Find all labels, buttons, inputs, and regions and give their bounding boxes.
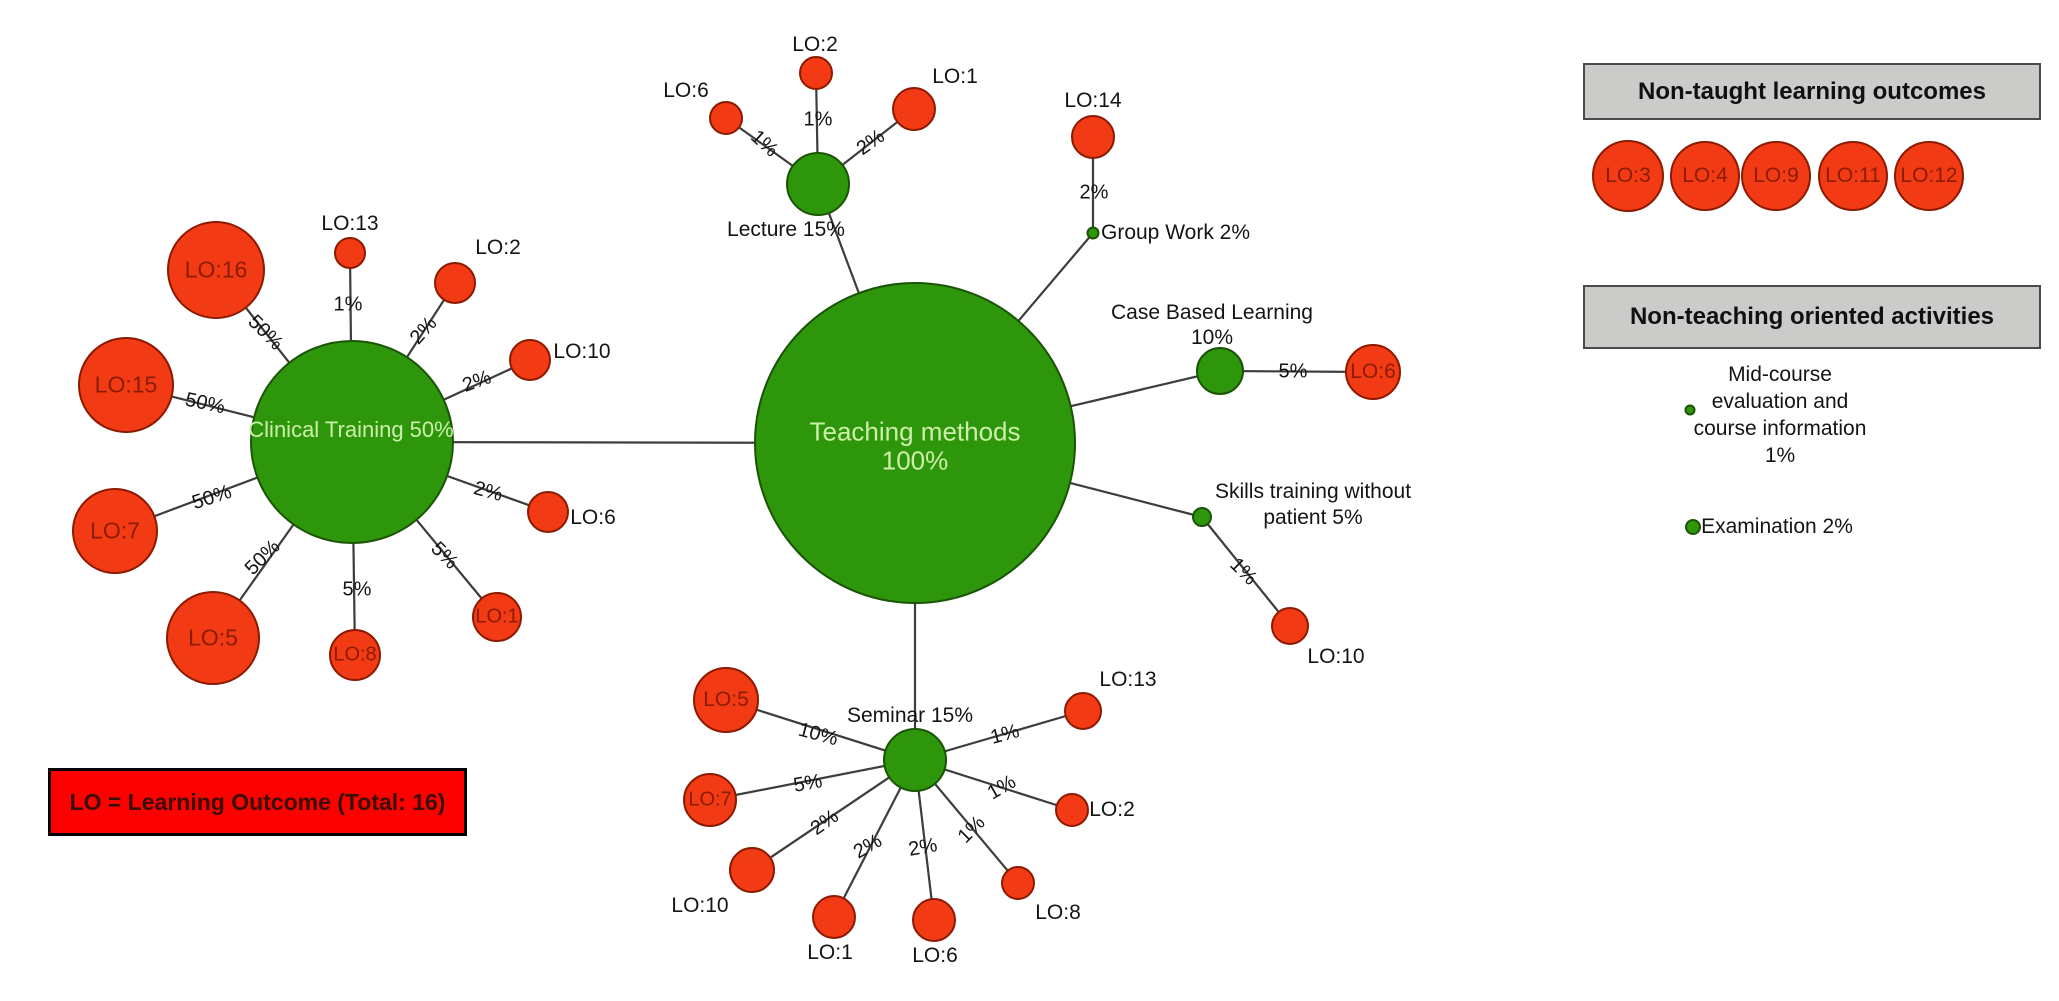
node-seminar-lo13 [1064, 692, 1102, 730]
node-clinical-lo1 [472, 592, 522, 642]
node-lecture-lo6 [709, 101, 743, 135]
node-seminar-lo10 [729, 847, 775, 893]
clinical-lo13-label: LO:13 [321, 211, 379, 235]
clinical-lo15-label: LO:15 [94, 371, 158, 398]
legend-label: LO = Learning Outcome (Total: 16) [69, 788, 446, 815]
seminar-lo7-pct: 5% [791, 770, 825, 797]
clinical-lo8-pct: 5% [342, 578, 372, 601]
non-teaching-header: Non-teaching oriented activities [1583, 285, 2041, 349]
nontaught-lo11-label: LO:11 [1825, 164, 1881, 187]
seminar-lo8-label: LO:8 [1035, 900, 1081, 924]
seminar-lo1-label: LO:1 [807, 940, 853, 964]
node-clinical-lo2 [434, 262, 476, 304]
nontaught-lo12-label: LO:12 [1900, 164, 1958, 187]
node-clinical-lo8 [329, 629, 381, 681]
non-teaching-header-label: Non-teaching oriented activities [1629, 303, 1995, 330]
node-clinical-lo6 [527, 491, 569, 533]
node-clinical-lo7 [72, 488, 158, 574]
midcourse-label-line2: evaluation and [1711, 389, 1849, 413]
clinical-lo10-label: LO:10 [553, 339, 611, 363]
node-nontaught-lo12 [1894, 141, 1964, 211]
node-clinical-lo10 [509, 339, 551, 381]
node-midcourse-dot [1684, 404, 1696, 416]
node-seminar-lo5 [693, 667, 759, 733]
node-seminar [883, 728, 947, 792]
clinical-lo6-label: LO:6 [570, 505, 616, 529]
teaching-methods-label-line1: Teaching methods [809, 416, 1021, 447]
non-taught-header: Non-taught learning outcomes [1583, 63, 2041, 120]
examination-label: Examination 2% [1701, 514, 1853, 538]
clinical-training-label: Clinical Training 50% [248, 417, 454, 442]
node-skills-training [1192, 507, 1212, 527]
midcourse-label-line1: Mid-course [1728, 362, 1832, 386]
midcourse-label-line3: course information [1693, 416, 1867, 440]
node-case-based-learning [1196, 347, 1244, 395]
nontaught-lo3-label: LO:3 [1605, 164, 1651, 187]
node-seminar-lo1 [812, 895, 856, 939]
lecture-lo2-pct: 1% [803, 108, 833, 131]
seminar-lo13-label: LO:13 [1099, 667, 1157, 691]
teaching-methods-label-line2: 100% [881, 445, 949, 476]
node-clinical-lo13 [334, 237, 366, 269]
cbl-lo6-pct: 5% [1278, 360, 1308, 383]
lecture-label: Lecture 15% [727, 217, 845, 241]
skills-training-label-line2: patient 5% [1263, 505, 1363, 529]
cbl-lo6-label: LO:6 [1350, 360, 1396, 383]
node-lecture-lo1 [892, 87, 936, 131]
node-clinical-lo15 [78, 337, 174, 433]
node-clinical-training [250, 340, 454, 544]
node-examination-dot [1685, 519, 1701, 535]
clinical-lo1-label: LO:1 [475, 605, 519, 628]
node-circles [72, 56, 1964, 942]
seminar-lo6-label: LO:6 [912, 943, 958, 967]
clinical-lo16-label: LO:16 [184, 256, 248, 283]
node-nontaught-lo4 [1670, 141, 1740, 211]
node-nontaught-lo9 [1741, 141, 1811, 211]
node-cbl-lo6 [1345, 344, 1401, 400]
node-groupwork-lo14 [1071, 115, 1115, 159]
seminar-lo7-label: LO:7 [688, 788, 732, 811]
groupwork-lo14-pct: 2% [1079, 181, 1109, 204]
node-skills-lo10 [1271, 607, 1309, 645]
seminar-lo10-label: LO:10 [671, 893, 729, 917]
nontaught-lo4-label: LO:4 [1682, 164, 1728, 187]
node-seminar-lo7 [683, 773, 737, 827]
skills-lo10-label: LO:10 [1307, 644, 1365, 668]
skills-training-label-line1: Skills training without [1214, 479, 1412, 503]
clinical-lo13-pct: 1% [333, 293, 363, 316]
case-based-learning-label: Case Based Learning [1111, 300, 1313, 324]
node-group-work [1086, 226, 1100, 240]
lecture-lo2-label: LO:2 [792, 32, 838, 56]
clinical-lo8-label: LO:8 [333, 643, 377, 666]
node-seminar-lo6 [912, 898, 956, 942]
seminar-lo5-label: LO:5 [703, 688, 749, 711]
lecture-lo1-label: LO:1 [932, 64, 978, 88]
midcourse-label-line4: 1% [1764, 443, 1796, 467]
groupwork-lo14-label: LO:14 [1064, 88, 1122, 112]
clinical-lo7-label: LO:7 [90, 517, 140, 544]
node-seminar-lo8 [1001, 866, 1035, 900]
seminar-label: Seminar 15% [846, 703, 974, 727]
node-seminar-lo2 [1055, 793, 1089, 827]
node-lecture-lo2 [799, 56, 833, 90]
group-work-label: Group Work 2% [1101, 220, 1250, 244]
node-lecture [786, 152, 850, 216]
node-nontaught-lo11 [1818, 141, 1888, 211]
case-based-learning-pct: 10% [1190, 325, 1234, 349]
clinical-lo5-label: LO:5 [188, 624, 238, 651]
seminar-lo2-label: LO:2 [1089, 797, 1135, 821]
legend-box: LO = Learning Outcome (Total: 16) [48, 768, 467, 836]
non-taught-header-label: Non-taught learning outcomes [1638, 77, 1986, 105]
node-clinical-lo16 [167, 221, 265, 319]
node-teaching-methods [754, 282, 1076, 604]
node-nontaught-lo3 [1592, 140, 1664, 212]
lecture-lo6-label: LO:6 [663, 78, 709, 102]
nontaught-lo9-label: LO:9 [1753, 164, 1799, 187]
seminar-lo6-pct: 2% [906, 834, 940, 861]
clinical-lo2-label: LO:2 [475, 235, 521, 259]
node-clinical-lo5 [166, 591, 260, 685]
